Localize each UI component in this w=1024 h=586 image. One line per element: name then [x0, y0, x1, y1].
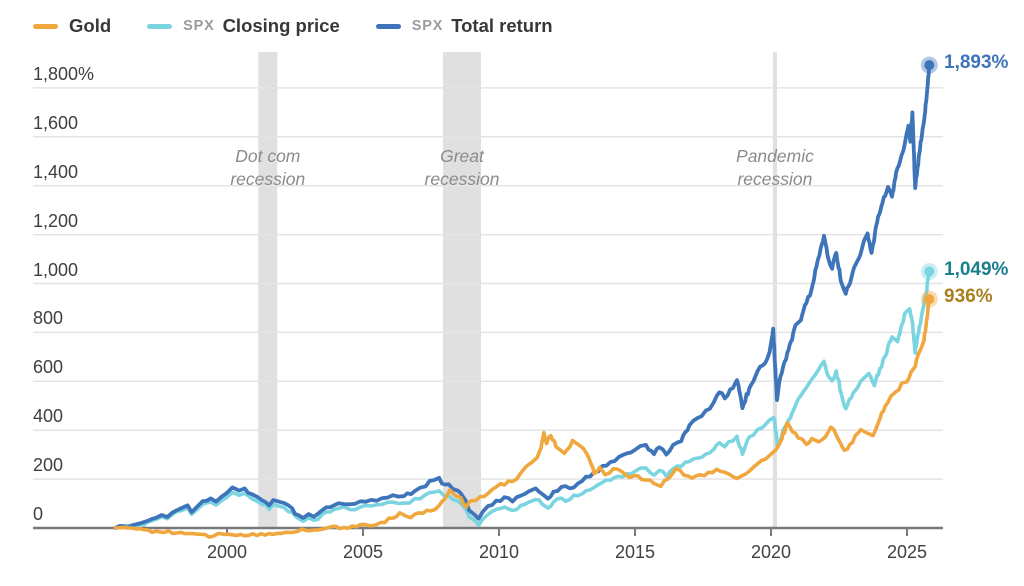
legend-label-closing-price: Closing price: [222, 15, 340, 36]
x-axis-tick-label: 2015: [614, 542, 656, 562]
legend: Gold SPX Closing price SPX Total return: [33, 15, 553, 37]
legend-prefix-spx: SPX: [183, 18, 215, 34]
y-axis-tick-label: 1,000: [33, 259, 79, 280]
legend-item-gold: Gold: [33, 15, 111, 37]
x-axis-tick-label: 2025: [886, 542, 928, 562]
end-value-label-gold: 936%: [944, 286, 993, 308]
x-axis-tick-label: 2020: [750, 542, 792, 562]
x-axis-tick-label: 2000: [206, 542, 248, 562]
y-axis-tick-label: 1,600: [33, 112, 79, 133]
y-axis-tick-label: 600: [33, 357, 64, 378]
legend-label-gold: Gold: [69, 15, 112, 36]
spx-total-series-dash-icon: [375, 23, 401, 29]
y-axis-tick-label: 200: [33, 455, 64, 476]
end-value-label-spx-closing-price: 1,049%: [944, 258, 1009, 280]
legend-prefix-spx: SPX: [411, 18, 444, 34]
annotation-great-recession: Great recession: [424, 146, 500, 189]
spx-closing-series-dash-icon: [147, 23, 173, 29]
annotation-pandemic-recession: Pandemic recession: [736, 146, 814, 189]
y-axis-tick-label: 1,200: [33, 210, 79, 231]
y-axis-tick-label: 800: [33, 308, 64, 329]
x-axis-tick-label: 2010: [478, 542, 520, 562]
y-axis-tick-label: 1,800%: [33, 63, 95, 84]
legend-label-total-return: Total return: [451, 15, 553, 36]
y-axis-tick-label: 0: [33, 504, 44, 524]
y-axis-tick-label: 400: [33, 406, 64, 427]
x-axis-tick-label: 2005: [342, 542, 384, 562]
y-axis-tick-label: 1,400: [33, 161, 79, 182]
legend-item-spx-total-return: SPX Total return: [375, 15, 553, 37]
gold-series-dash-icon: [33, 23, 58, 29]
legend-item-spx-closing-price: SPX Closing price: [147, 15, 340, 37]
end-value-label-spx-total-return: 1,893%: [944, 52, 1009, 74]
annotation-dot-com-recession: Dot com recession: [230, 146, 306, 189]
